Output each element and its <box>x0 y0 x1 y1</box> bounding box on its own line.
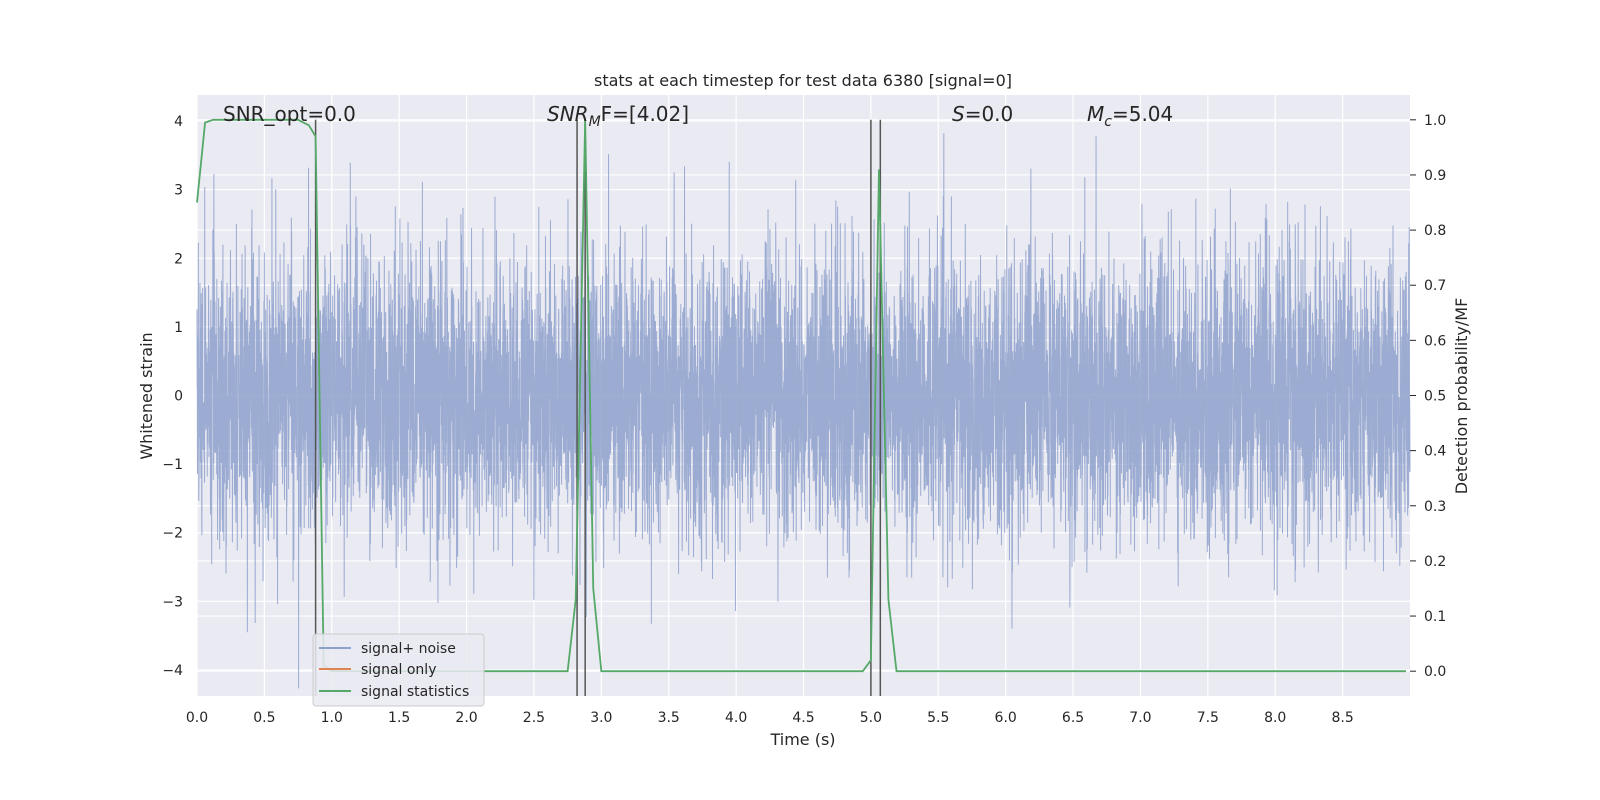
y-right-tick-label: 0.8 <box>1424 223 1446 239</box>
x-tick-labels: 0.0 0.5 1.0 1.5 2.0 2.5 3.0 3.5 4.0 4.5 5.0 5.5 6.0 6… <box>186 710 1354 726</box>
x-tick-label: 0.0 <box>186 710 208 726</box>
y-right-tick-label: 1.0 <box>1424 113 1446 129</box>
x-tick-label: 5.5 <box>927 710 949 726</box>
y-left-tick-label: 3 <box>174 183 183 199</box>
annotation-snr-opt: SNR_opt=0.0 <box>223 102 356 126</box>
chart-title: stats at each timestep for test data 638… <box>594 71 1012 90</box>
y-left-tick-label: −1 <box>162 457 183 473</box>
y-right-tick-label: 0.7 <box>1424 278 1446 294</box>
y-left-tick-label: −3 <box>162 594 183 610</box>
legend: signal+ noise signal only signal statist… <box>312 633 485 707</box>
annotation-s: S=0.0 <box>952 102 1013 126</box>
x-tick-label: 6.5 <box>1062 710 1084 726</box>
x-tick-label: 4.0 <box>725 710 747 726</box>
snr-mf-symbol: SNR <box>547 102 589 126</box>
s-value: =0.0 <box>965 102 1014 126</box>
signal-noise-line <box>196 133 1411 689</box>
x-tick-label: 7.5 <box>1197 710 1219 726</box>
y-right-tick-label: 0.6 <box>1424 333 1446 349</box>
y-right-tick-label: 0.2 <box>1424 554 1446 570</box>
signal-noise-series <box>196 133 1411 689</box>
signal-statistics-series <box>196 118 1406 673</box>
y-right-tick-label: 0.0 <box>1424 664 1446 680</box>
y-right-tick-label: 0.1 <box>1424 609 1446 625</box>
y-left-tick-label: −4 <box>162 663 183 679</box>
x-tick-label: 7.0 <box>1129 710 1151 726</box>
mc-symbol: M <box>1087 102 1104 126</box>
x-tick-label: 0.5 <box>253 710 275 726</box>
x-tick-label: 1.5 <box>388 710 410 726</box>
x-tick-label: 1.0 <box>321 710 343 726</box>
x-tick-label: 8.0 <box>1264 710 1286 726</box>
s-symbol: S <box>952 102 965 126</box>
x-tick-label: 2.0 <box>455 710 477 726</box>
y-axis-label-left: Whitened strain <box>137 332 156 459</box>
annotation-mc: Mc=5.04 <box>1087 102 1173 130</box>
x-tick-label: 2.5 <box>523 710 545 726</box>
y-right-tick-label: 0.3 <box>1424 499 1446 515</box>
signal-statistics-line <box>196 118 1406 673</box>
y-axis-label-right: Detection probability/MF <box>1452 298 1471 495</box>
mc-subscript: c <box>1104 114 1112 130</box>
x-tick-label: 3.0 <box>590 710 612 726</box>
legend-label-signal-noise: signal+ noise <box>361 641 456 657</box>
snr-mf-subscript: M <box>589 114 601 130</box>
x-tick-label: 5.0 <box>860 710 882 726</box>
y-left-tick-label: 1 <box>174 320 183 336</box>
x-tick-label: 3.5 <box>658 710 680 726</box>
x-tick-label: 8.5 <box>1331 710 1353 726</box>
annotation-snr-mf: SNRMF=[4.02] <box>547 102 689 130</box>
y-right-tick-label: 0.4 <box>1424 444 1446 460</box>
y-left-tick-label: 4 <box>174 114 183 130</box>
y-left-tick-label: 0 <box>174 389 183 405</box>
legend-box <box>312 633 485 707</box>
legend-label-signal-statistics: signal statistics <box>361 684 469 700</box>
x-tick-label: 4.5 <box>792 710 814 726</box>
y-left-tick-label: −2 <box>162 526 183 542</box>
y-left-tick-label: 2 <box>174 251 183 267</box>
x-axis-label: Time (s) <box>769 730 835 749</box>
vertical-markers <box>314 119 882 696</box>
legend-label-signal-only: signal only <box>361 662 436 678</box>
y-left-tick-labels: −4 −3 −2 −1 0 1 2 3 4 <box>162 114 183 679</box>
y-right-tick-labels: 0.0 0.1 0.2 0.3 0.4 0.5 0.6 0.7 0.8 0.9 1.0 <box>1410 113 1446 680</box>
mc-value: =5.04 <box>1112 102 1173 126</box>
y-right-tick-label: 0.9 <box>1424 168 1446 184</box>
y-right-tick-label: 0.5 <box>1424 389 1446 405</box>
snr-mf-value: F=[4.02] <box>601 102 689 126</box>
x-tick-label: 6.0 <box>995 710 1017 726</box>
